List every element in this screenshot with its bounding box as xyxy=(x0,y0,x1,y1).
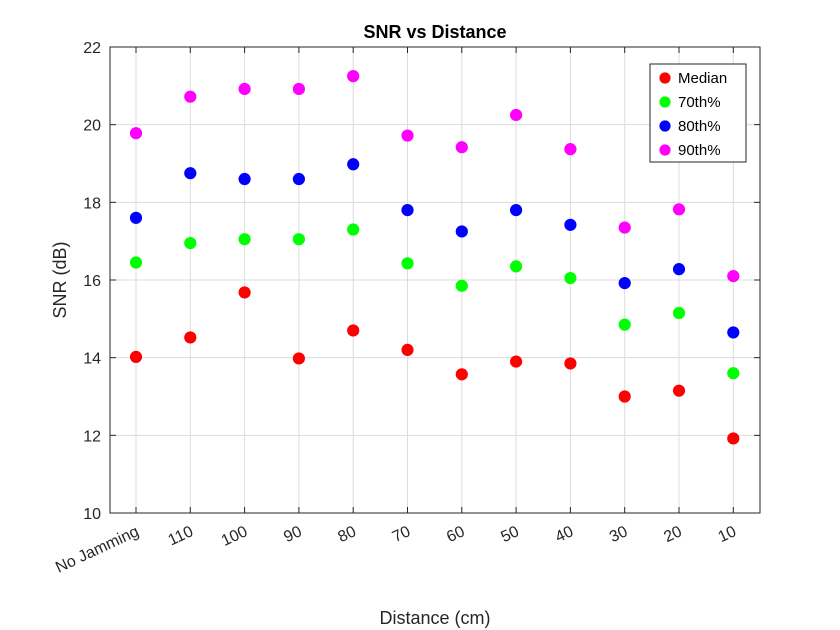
data-point-70th xyxy=(455,279,468,292)
data-point-70th xyxy=(184,237,197,250)
data-point-median xyxy=(347,324,360,337)
data-point-70th xyxy=(129,256,143,269)
data-point-70th xyxy=(238,233,251,246)
data-point-90th xyxy=(401,129,414,142)
axis-ticks xyxy=(110,46,760,514)
legend: Median 70th% 80th% 90th% xyxy=(649,63,747,163)
legend-marker xyxy=(659,120,671,132)
data-point-median xyxy=(401,343,414,356)
data-point-90th xyxy=(455,141,468,154)
data-point-70th xyxy=(727,367,740,380)
x-tick-label: 60 xyxy=(444,523,467,546)
legend-marker xyxy=(659,72,671,84)
x-tick-label: 10 xyxy=(716,523,739,546)
data-point-90th xyxy=(184,90,197,103)
x-tick-label: 30 xyxy=(607,523,630,546)
data-point-70th xyxy=(292,233,305,246)
series-80th xyxy=(129,158,740,339)
data-point-80th xyxy=(509,204,523,217)
data-point-70th xyxy=(564,271,577,285)
legend-marker xyxy=(659,144,671,156)
y-tick-label: 10 xyxy=(83,506,101,523)
data-point-80th xyxy=(727,326,740,339)
y-tick-label: 18 xyxy=(83,195,101,212)
data-point-80th xyxy=(401,204,414,217)
data-point-90th xyxy=(292,82,305,96)
legend-label: 70th% xyxy=(678,94,721,111)
data-points xyxy=(129,70,740,445)
data-point-median xyxy=(455,368,468,381)
x-axis-title: Distance (cm) xyxy=(379,608,490,628)
data-point-90th xyxy=(672,203,686,216)
data-point-median xyxy=(672,384,686,397)
data-point-90th xyxy=(347,70,360,83)
data-point-80th xyxy=(347,158,360,171)
legend-label: 80th% xyxy=(678,118,721,135)
data-point-median xyxy=(727,432,740,445)
x-tick-label: 80 xyxy=(336,523,359,546)
data-point-median xyxy=(129,350,143,363)
data-point-median xyxy=(618,390,631,403)
y-tick-label: 20 xyxy=(83,118,101,135)
data-point-70th xyxy=(672,306,686,320)
data-point-80th xyxy=(129,211,143,224)
data-point-90th xyxy=(129,127,143,140)
data-point-median xyxy=(292,352,305,365)
x-tick-label: 20 xyxy=(661,523,684,546)
data-point-90th xyxy=(564,143,577,156)
data-point-median xyxy=(238,286,251,299)
y-axis-title: SNR (dB) xyxy=(50,241,70,318)
data-point-80th xyxy=(618,277,631,290)
data-point-80th xyxy=(672,263,686,276)
data-point-90th xyxy=(727,270,740,283)
chart-title: SNR vs Distance xyxy=(363,22,506,42)
data-point-median xyxy=(509,355,523,368)
y-tick-label: 22 xyxy=(83,40,101,57)
data-point-70th xyxy=(509,260,523,273)
x-tick-label: 50 xyxy=(498,523,521,546)
data-point-70th xyxy=(618,318,631,331)
data-point-80th xyxy=(238,172,251,186)
legend-marker xyxy=(659,96,671,108)
legend-label: 90th% xyxy=(678,142,721,159)
data-point-70th xyxy=(347,223,360,236)
x-tick-label: 90 xyxy=(281,523,304,546)
legend-items: Median 70th% 80th% 90th% xyxy=(659,70,727,159)
legend-label: Median xyxy=(678,70,727,87)
series-median xyxy=(129,286,740,445)
data-point-90th xyxy=(618,221,631,234)
y-tick-labels: 10 12 14 16 18 20 22 xyxy=(83,40,101,523)
x-tick-label: 70 xyxy=(390,523,413,546)
y-tick-label: 16 xyxy=(83,273,101,290)
data-point-median xyxy=(184,331,197,344)
data-point-70th xyxy=(401,257,414,270)
series-70th xyxy=(129,223,740,380)
data-point-80th xyxy=(455,225,468,238)
data-point-90th xyxy=(509,108,523,122)
data-point-90th xyxy=(238,82,251,96)
series-90th xyxy=(129,70,740,283)
data-point-80th xyxy=(184,167,197,180)
y-tick-label: 14 xyxy=(83,351,101,368)
y-tick-label: 12 xyxy=(83,428,101,445)
data-point-80th xyxy=(292,172,305,186)
x-tick-label: 40 xyxy=(553,523,576,546)
data-point-80th xyxy=(564,218,577,231)
data-point-median xyxy=(564,357,577,370)
